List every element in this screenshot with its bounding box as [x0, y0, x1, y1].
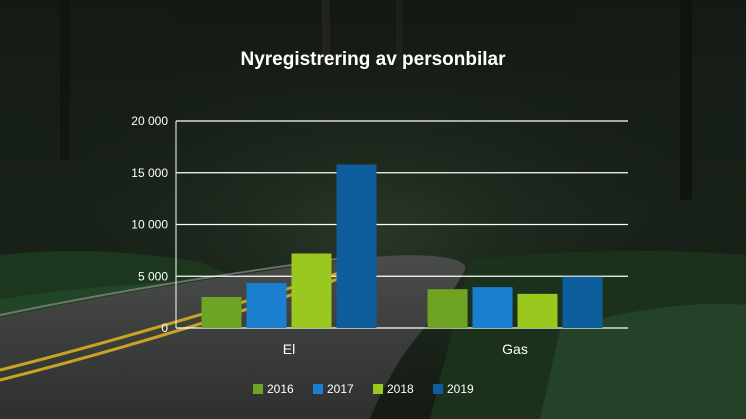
bar-el-2017 — [246, 282, 287, 328]
legend: 2016 2017 2018 2019 — [253, 382, 474, 396]
legend-swatch — [433, 384, 443, 394]
y-tick-label: 20 000 — [131, 114, 168, 128]
bar-gas-2019 — [562, 276, 603, 328]
y-tick-label: 5 000 — [138, 269, 168, 283]
x-category-label: El — [283, 341, 295, 357]
x-category-label: Gas — [502, 341, 528, 357]
y-axis-tick-labels: 0 5 000 10 000 15 000 20 000 — [131, 114, 168, 335]
y-tick-label: 15 000 — [131, 166, 168, 180]
legend-label: 2019 — [447, 382, 474, 396]
legend-swatch — [313, 384, 323, 394]
legend-label: 2017 — [327, 382, 354, 396]
y-tick-label: 0 — [161, 321, 168, 335]
gridlines — [175, 120, 628, 329]
bars — [201, 164, 603, 328]
legend-label: 2018 — [387, 382, 414, 396]
bar-el-2016 — [201, 296, 242, 328]
x-axis-category-labels: El Gas — [283, 341, 528, 357]
bar-el-2018 — [291, 253, 332, 328]
bar-gas-2018 — [517, 293, 558, 328]
legend-swatch — [253, 384, 263, 394]
y-tick-label: 10 000 — [131, 218, 168, 232]
legend-swatch — [373, 384, 383, 394]
chart-title: Nyregistrering av personbilar — [240, 49, 506, 70]
bar-gas-2017 — [472, 287, 513, 328]
bar-gas-2016 — [427, 289, 468, 328]
legend-label: 2016 — [267, 382, 294, 396]
bar-el-2019 — [336, 164, 377, 328]
